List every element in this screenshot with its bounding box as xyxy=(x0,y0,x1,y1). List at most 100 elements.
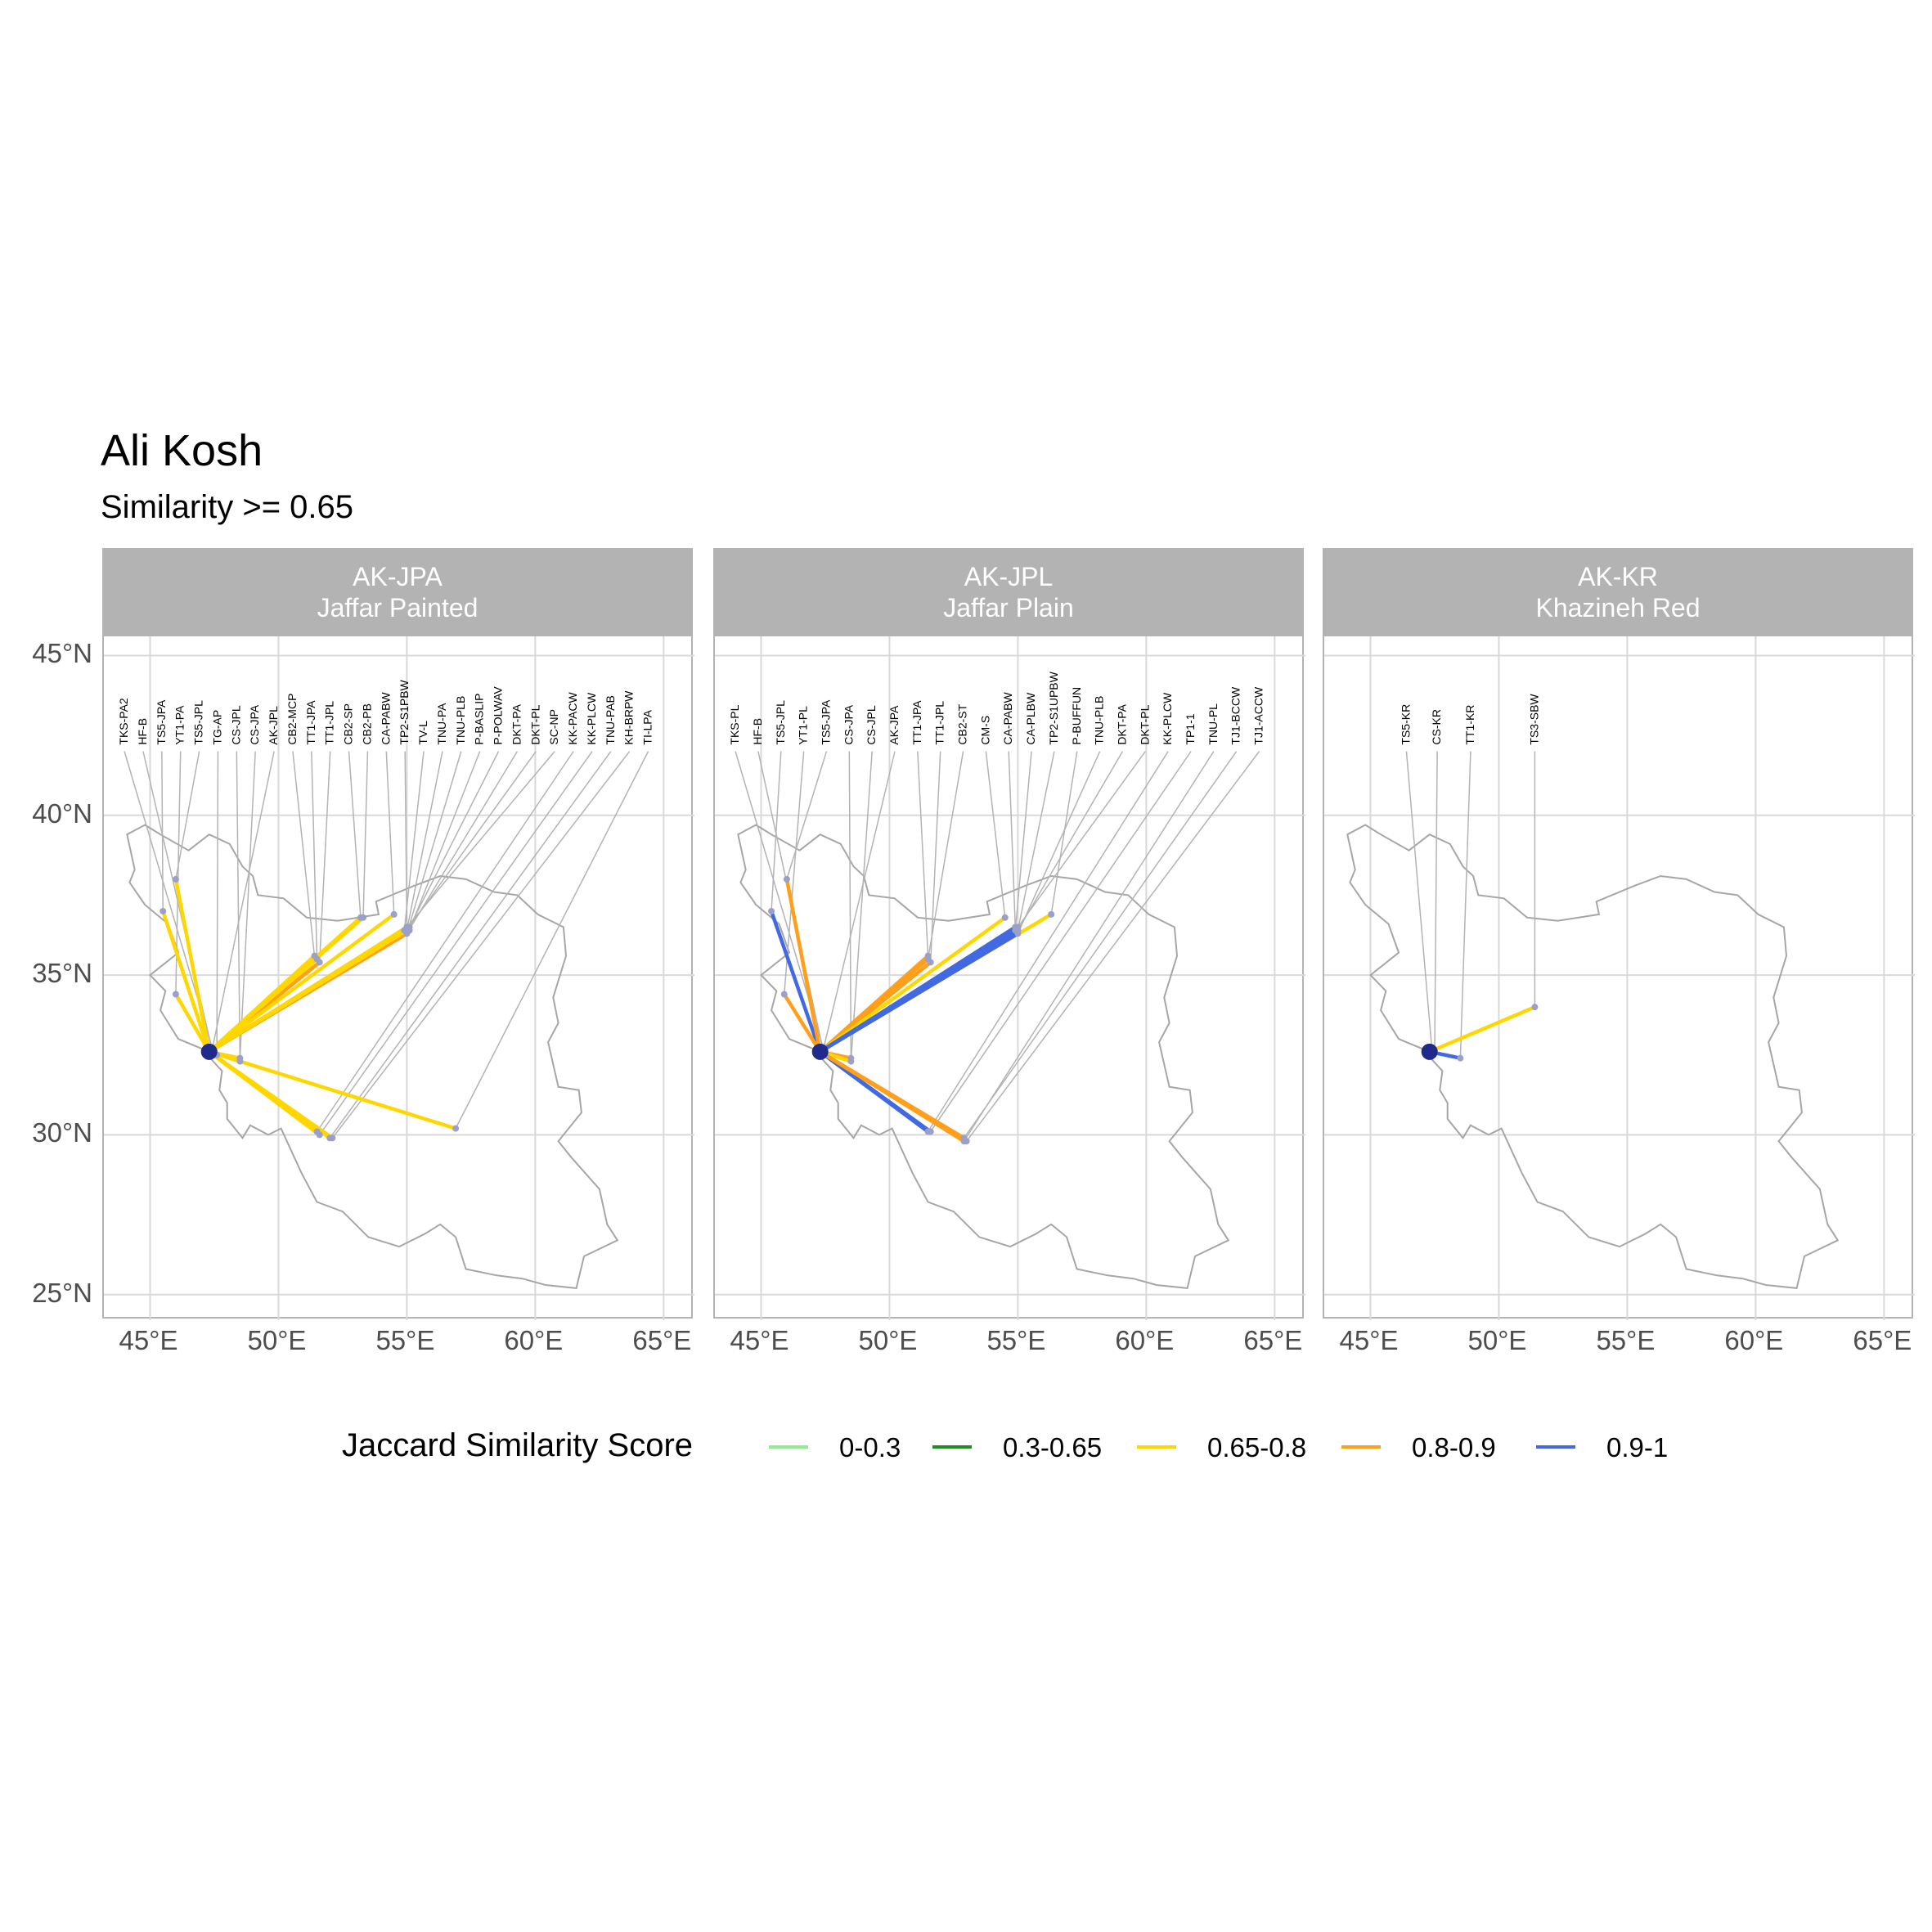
leader-line xyxy=(403,751,425,931)
site-point xyxy=(924,955,932,963)
leader-line xyxy=(404,751,408,928)
site-label: SC-NP xyxy=(547,709,560,745)
leader-line xyxy=(929,751,941,963)
legend-label: 0.8-0.9 xyxy=(1412,1432,1496,1462)
facet-strip: AK-KR Khazineh Red xyxy=(1323,548,1913,635)
site-label: TT1-JPL xyxy=(323,701,336,745)
facet-strip: AK-JPL Jaffar Plain xyxy=(713,548,1304,635)
x-tick-label: 45°E xyxy=(1339,1325,1399,1355)
site-point xyxy=(847,1058,855,1065)
site-label: KK-PLCW xyxy=(585,692,598,745)
facet-name: Jaffar Painted xyxy=(317,593,479,622)
site-label: TS5-JPL xyxy=(192,700,205,745)
similarity-link xyxy=(1427,1004,1537,1054)
leader-line xyxy=(927,751,964,959)
map-plot-area: TKS-PA2 HF-B TS5-JPA YT1-PA TS5-JPL TG-AP CS-J… xyxy=(102,635,694,1320)
facet-name: Jaffar Plain xyxy=(943,593,1074,622)
leader-line xyxy=(963,751,1215,1142)
y-tick-label: 40°N xyxy=(32,798,92,829)
chart-title: Ali Kosh xyxy=(101,426,263,475)
site-point xyxy=(1457,1054,1464,1062)
leader-line xyxy=(316,751,574,1132)
leader-line xyxy=(319,751,593,1135)
country-outline xyxy=(737,824,1230,1289)
leader-line xyxy=(1017,751,1055,931)
site-label: TJ1-ACCW xyxy=(1252,686,1265,745)
site-label: DKT-PL xyxy=(528,704,541,744)
legend-title: Jaccard Similarity Score xyxy=(342,1427,694,1463)
site-point xyxy=(403,923,411,931)
country-outline xyxy=(126,824,619,1289)
y-tick-label: 25°N xyxy=(32,1277,92,1308)
similarity-link xyxy=(782,992,822,1054)
origin-point xyxy=(1421,1043,1438,1060)
leader-line xyxy=(1017,751,1101,934)
leader-line xyxy=(917,751,929,956)
site-label: TP2-S1UPBW xyxy=(1047,671,1060,744)
site-label: P-POLWAV xyxy=(492,686,505,745)
map-svg: TKS-PA2 HF-B TS5-JPA YT1-PA TS5-JPL TG-AP CS-J… xyxy=(104,636,694,1320)
leader-line xyxy=(406,751,443,931)
map-plot-area: TKS-PL HF-B TS5-JPL YT1-PL TS5-JPA CS-JPA CS-J… xyxy=(713,635,1305,1320)
site-label: CS-JPA xyxy=(248,704,261,744)
leader-line xyxy=(311,751,318,959)
similarity-link xyxy=(160,909,211,1054)
leader-line xyxy=(1017,751,1124,931)
site-label: CS-JPL xyxy=(865,705,878,744)
x-tick-label: 55°E xyxy=(375,1325,435,1355)
x-tick-label: 55°E xyxy=(986,1325,1046,1355)
similarity-link xyxy=(818,1049,968,1143)
site-label: TI-LPA xyxy=(641,709,654,744)
site-label: HF-B xyxy=(136,718,149,745)
leader-line xyxy=(408,751,481,931)
facet-name: Khazineh Red xyxy=(1535,593,1701,622)
legend-label: 0-0.3 xyxy=(839,1432,901,1462)
site-point xyxy=(452,1125,460,1132)
site-label: CA-PABW xyxy=(1001,692,1014,745)
leader-line xyxy=(927,751,1169,1132)
leader-line xyxy=(175,751,200,880)
site-label: AK-JPA xyxy=(887,705,901,745)
leader-line xyxy=(985,751,1006,918)
facet-code: AK-JPL xyxy=(964,562,1054,591)
leader-line xyxy=(385,751,395,914)
facet-strip: AK-JPA Jaffar Painted xyxy=(102,548,693,635)
similarity-link xyxy=(818,915,1007,1054)
x-tick-label: 50°E xyxy=(1467,1325,1527,1355)
leader-line xyxy=(406,751,462,934)
x-tick-label: 60°E xyxy=(1115,1325,1175,1355)
y-tick-label: 45°N xyxy=(32,638,92,669)
site-point xyxy=(1001,914,1009,921)
leader-line xyxy=(292,751,316,956)
site-label: TP1-1 xyxy=(1184,713,1197,744)
site-point xyxy=(316,959,323,966)
site-point xyxy=(390,910,398,918)
x-tick-label: 45°E xyxy=(119,1325,178,1355)
site-label: P-BUFFUN xyxy=(1070,687,1083,745)
chart-subtitle: Similarity >= 0.65 xyxy=(101,489,354,525)
site-point xyxy=(780,991,788,998)
similarity-link xyxy=(207,925,409,1054)
site-label: DKT-PA xyxy=(510,703,523,744)
similarity-link xyxy=(818,925,1020,1054)
site-label: TKS-PA2 xyxy=(117,698,130,745)
legend-key xyxy=(932,1445,972,1449)
leader-line xyxy=(406,751,537,931)
similarity-link xyxy=(207,915,366,1054)
site-point xyxy=(236,1054,244,1062)
site-label: CB2-PB xyxy=(360,703,373,745)
similarity-link xyxy=(207,1049,458,1130)
site-label: KK-PACW xyxy=(566,692,579,745)
leader-line xyxy=(348,751,362,918)
leader-line xyxy=(211,751,275,1053)
leader-line xyxy=(1017,751,1146,928)
site-label: CM-S xyxy=(978,716,991,745)
map-svg: TKS-PL HF-B TS5-JPL YT1-PL TS5-JPA CS-JPA CS-J… xyxy=(715,636,1305,1320)
leader-line xyxy=(239,751,256,1058)
leader-line xyxy=(318,751,331,963)
x-tick-label: 60°E xyxy=(504,1325,564,1355)
similarity-link xyxy=(818,957,930,1054)
site-label: TS5-JPA xyxy=(820,699,833,745)
site-label: TS5-KR xyxy=(1400,704,1413,745)
leader-line xyxy=(455,751,649,1129)
